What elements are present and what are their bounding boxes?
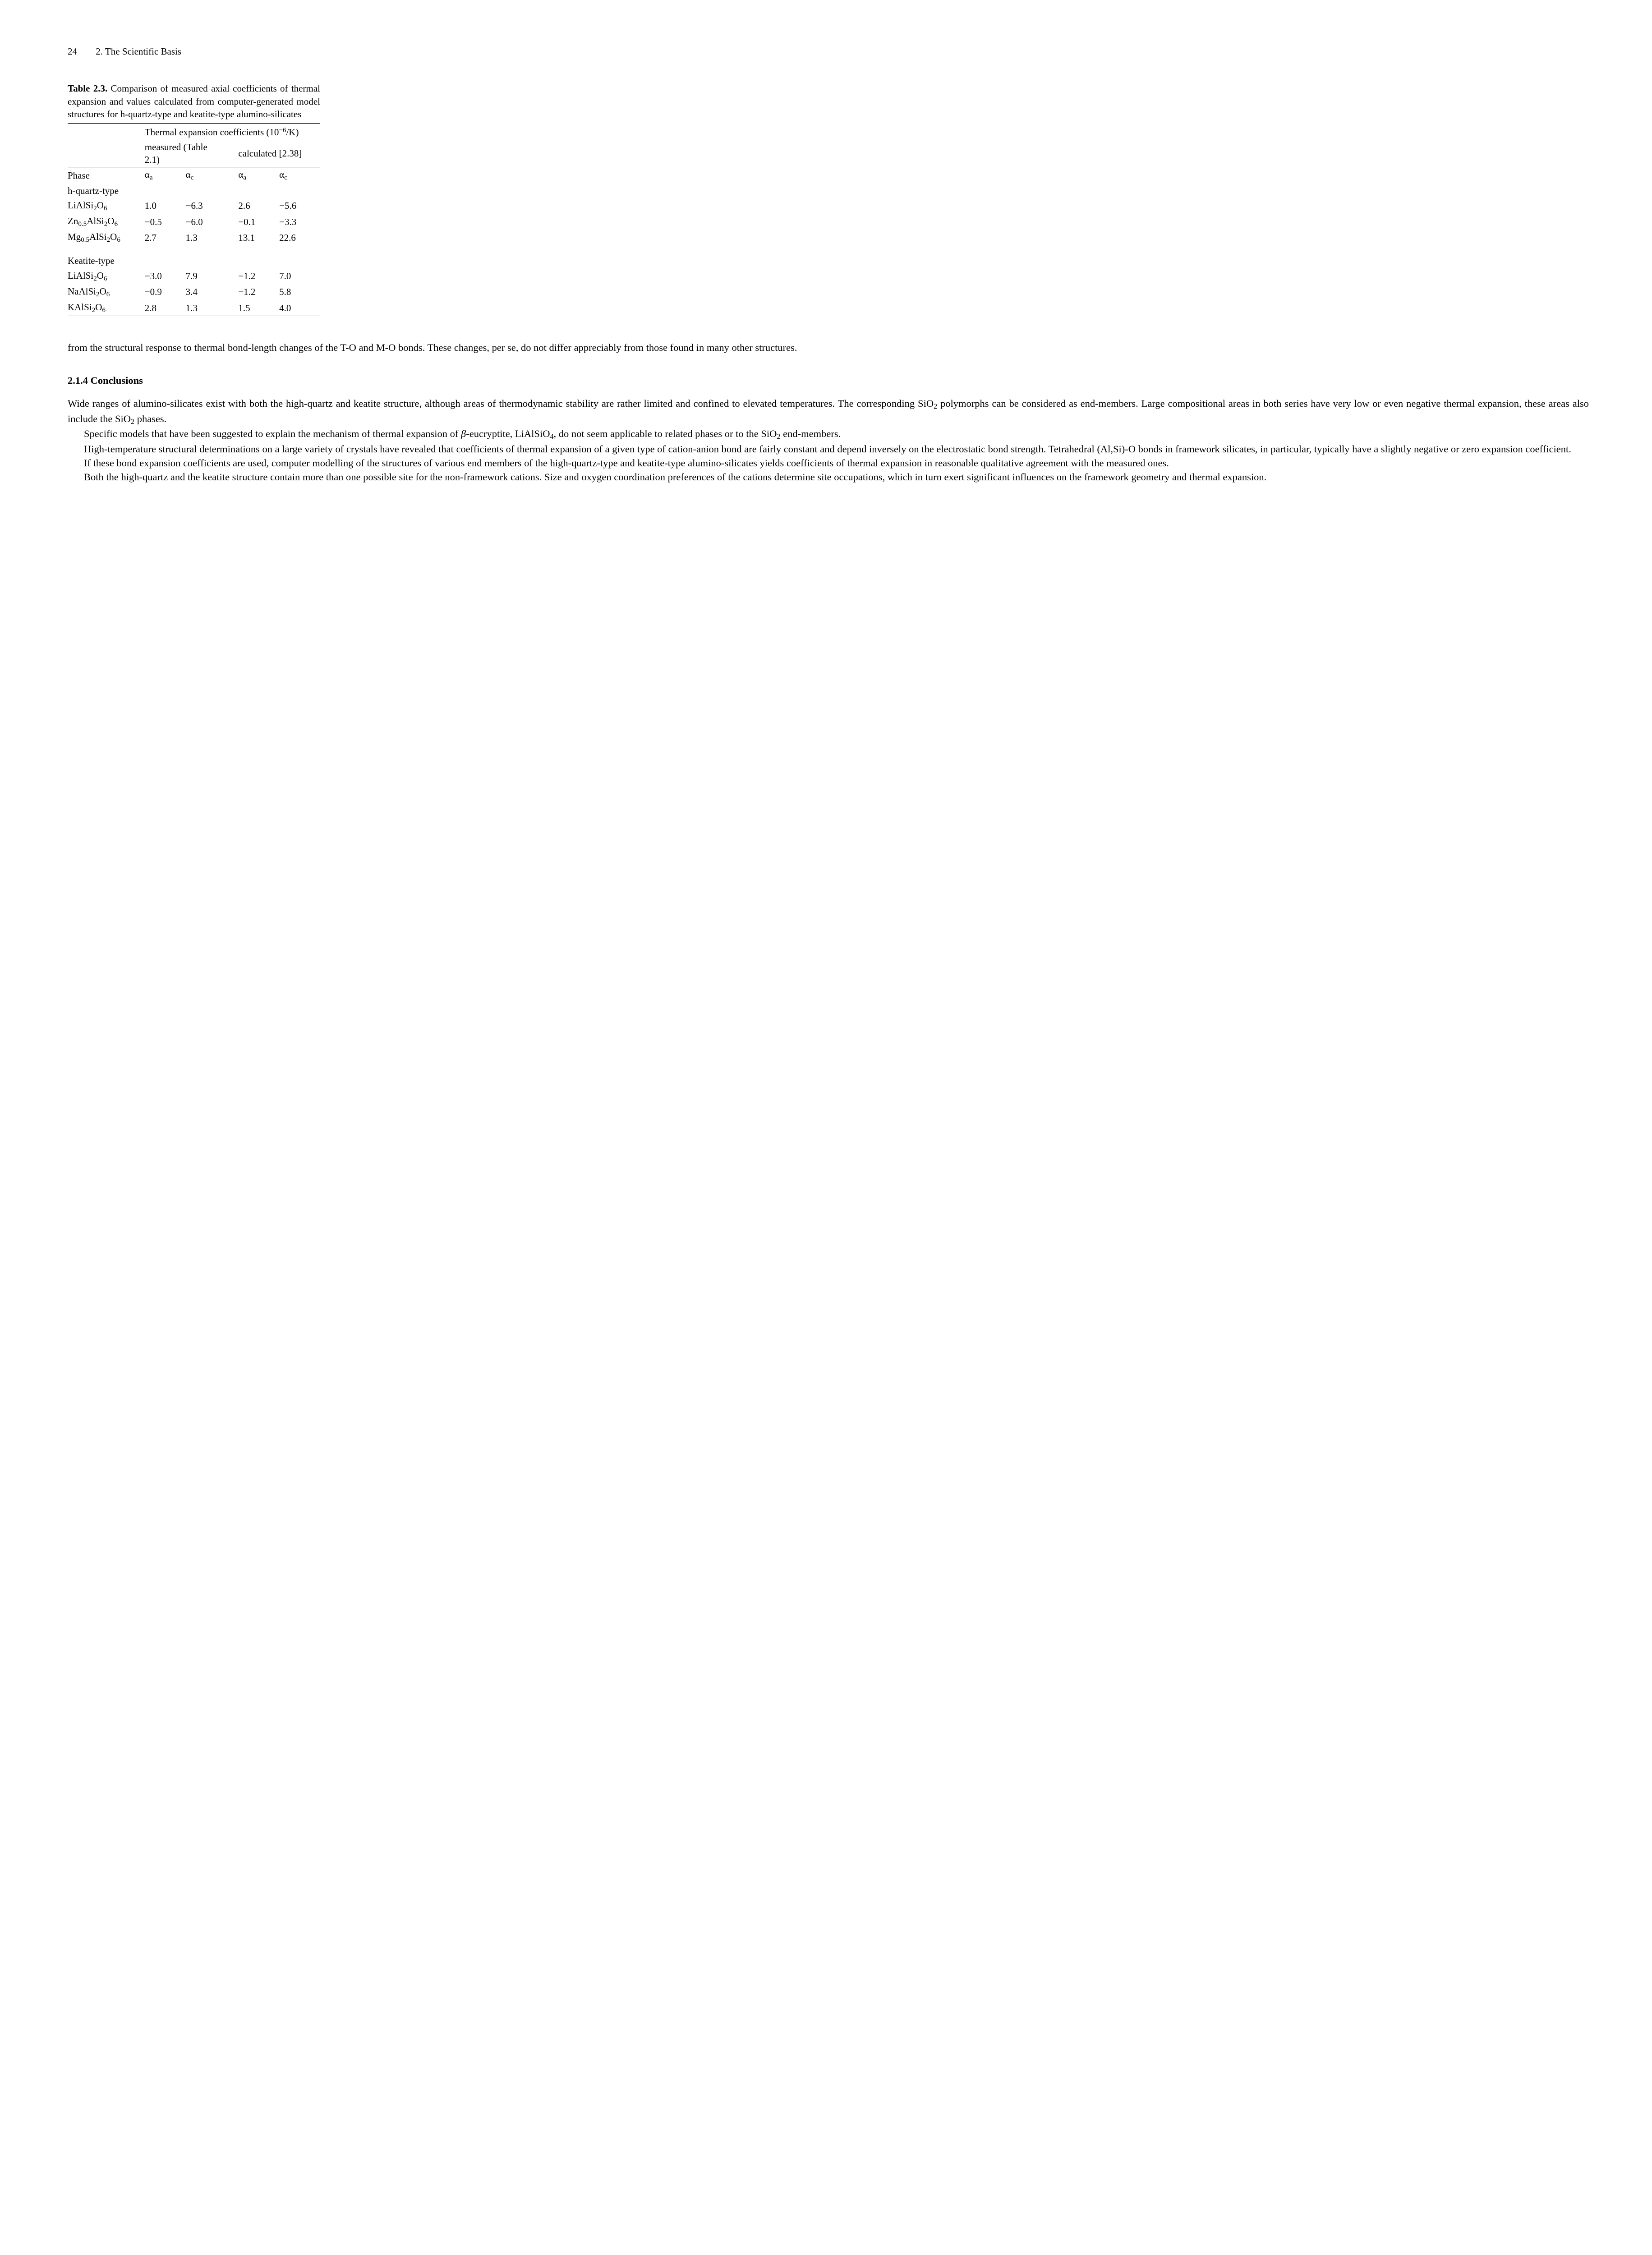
measured-label: measured (Table 2.1) — [145, 140, 227, 167]
sub: 2 — [934, 402, 937, 410]
cell: −1.2 — [238, 268, 279, 284]
phase-sub: 6 — [104, 275, 107, 282]
alpha-c-2: α — [279, 169, 284, 180]
phase: O — [97, 200, 104, 211]
table-caption: Table 2.3. Comparison of measured axial … — [68, 82, 320, 120]
paragraph: Wide ranges of alumino-silicates exist w… — [68, 396, 1589, 427]
text: phases. — [134, 413, 166, 424]
paragraph: If these bond expansion coefficients are… — [68, 456, 1589, 470]
table-row: KAlSi2O6 2.8 1.3 1.5 4.0 — [68, 300, 320, 316]
cell: −6.0 — [186, 214, 227, 230]
phase: KAlSi — [68, 302, 92, 313]
text: Specific models that have been suggested… — [84, 428, 461, 439]
phase-sub: 6 — [102, 307, 106, 314]
paragraph: High-temperature structural determinatio… — [68, 442, 1589, 456]
paragraph: from the structural response to thermal … — [68, 341, 1589, 354]
cell: −6.3 — [186, 198, 227, 214]
cell: 7.9 — [186, 268, 227, 284]
table-row: Zn0.5AlSi2O6 −0.5 −6.0 −0.1 −3.3 — [68, 214, 320, 230]
alpha-c: α — [186, 169, 191, 180]
phase-sub: 6 — [117, 236, 120, 244]
phase-sub: 6 — [114, 221, 118, 228]
phase-sub: 0.5 — [78, 221, 87, 228]
body-text: from the structural response to thermal … — [68, 341, 1589, 483]
group1-label: h-quartz-type — [68, 184, 320, 198]
alpha-a-2: α — [238, 169, 243, 180]
phase: Mg — [68, 231, 81, 242]
text: end-members. — [781, 428, 841, 439]
phase: O — [107, 216, 114, 226]
text: β — [461, 428, 466, 439]
calculated-label: calculated [2.38] — [238, 140, 320, 167]
table-row: NaAlSi2O6 −0.9 3.4 −1.2 5.8 — [68, 284, 320, 300]
paragraph: Specific models that have been suggested… — [68, 427, 1589, 442]
section-heading: 2.1.4 Conclusions — [68, 373, 1589, 387]
alpha-c-sub: c — [191, 174, 194, 181]
cell: −3.3 — [279, 214, 320, 230]
phase-sub: 2 — [93, 205, 97, 212]
table-header-tail: /K) — [286, 127, 299, 138]
phase: Zn — [68, 216, 78, 226]
phase: LiAlSi — [68, 200, 93, 211]
phase-label: Phase — [68, 167, 145, 184]
caption-label: Table 2.3. — [68, 83, 107, 94]
phase: AlSi — [89, 231, 107, 242]
phase: NaAlSi — [68, 286, 96, 297]
phase-sub: 6 — [106, 291, 110, 298]
table-header-line1: Thermal expansion coefficients (10 — [145, 127, 279, 138]
table-row: LiAlSi2O6 −3.0 7.9 −1.2 7.0 — [68, 268, 320, 284]
sub: 2 — [131, 418, 134, 426]
paragraph: Both the high-quartz and the keatite str… — [68, 470, 1589, 484]
table-header-exp: −6 — [279, 127, 286, 134]
cell: 13.1 — [238, 230, 279, 245]
text: Wide ranges of alumino-silicates exist w… — [68, 398, 934, 409]
table-row: Mg0.5AlSi2O6 2.7 1.3 13.1 22.6 — [68, 230, 320, 245]
phase-sub: 2 — [93, 275, 97, 282]
text: , do not seem applicable to related phas… — [554, 428, 777, 439]
data-table: Thermal expansion coefficients (10−6/K) … — [68, 123, 320, 316]
alpha-a-sub: a — [150, 174, 153, 181]
chapter-title: 2. The Scientific Basis — [96, 46, 181, 57]
phase: LiAlSi — [68, 270, 93, 281]
page-number: 24 — [68, 46, 77, 57]
phase-sub: 0.5 — [81, 236, 89, 244]
phase: O — [95, 302, 102, 313]
cell: 2.7 — [145, 230, 186, 245]
phase: O — [110, 231, 117, 242]
cell: 5.8 — [279, 284, 320, 300]
cell: 7.0 — [279, 268, 320, 284]
page-header: 24 2. The Scientific Basis — [68, 45, 1589, 58]
cell: 1.3 — [186, 230, 227, 245]
alpha-a-sub-2: a — [243, 174, 246, 181]
alpha-c-sub-2: c — [284, 174, 287, 181]
cell: 1.3 — [186, 300, 227, 316]
cell: 2.8 — [145, 300, 186, 316]
cell: −0.9 — [145, 284, 186, 300]
cell: 3.4 — [186, 284, 227, 300]
cell: −0.1 — [238, 214, 279, 230]
phase-sub: 2 — [96, 291, 100, 298]
cell: −3.0 — [145, 268, 186, 284]
cell: 22.6 — [279, 230, 320, 245]
sub: 4 — [550, 433, 553, 441]
cell: −1.2 — [238, 284, 279, 300]
cell: 2.6 — [238, 198, 279, 214]
phase: O — [97, 270, 104, 281]
cell: 4.0 — [279, 300, 320, 316]
cell: 1.5 — [238, 300, 279, 316]
phase: AlSi — [87, 216, 104, 226]
text: -eucryptite, LiAlSiO — [466, 428, 550, 439]
group2-label: Keatite-type — [68, 253, 320, 268]
cell: −0.5 — [145, 214, 186, 230]
cell: 1.0 — [145, 198, 186, 214]
phase-sub: 6 — [104, 205, 107, 212]
phase: O — [100, 286, 106, 297]
sub: 2 — [777, 433, 780, 441]
alpha-a: α — [145, 169, 150, 180]
cell: −5.6 — [279, 198, 320, 214]
table-row: LiAlSi2O6 1.0 −6.3 2.6 −5.6 — [68, 198, 320, 214]
